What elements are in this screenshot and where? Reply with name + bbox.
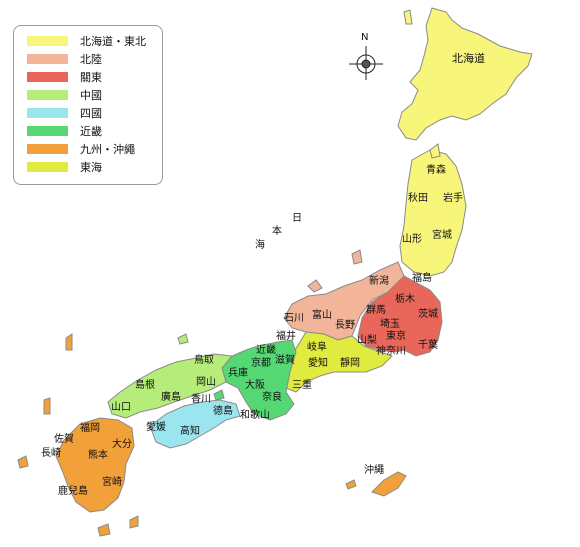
compass-north-label: N — [361, 32, 369, 43]
legend-item-chugoku: 中國 — [27, 88, 102, 102]
legend-swatch — [27, 90, 68, 100]
island-oki — [177, 333, 189, 345]
legend-item-tokai: 東海 — [27, 160, 102, 174]
legend: 北海道・東北 北陸 關東 中國 四國 近畿 九州・沖繩 東海 — [13, 25, 163, 185]
legend-label: 北陸 — [80, 53, 102, 66]
legend-item-kyushu-okinawa: 九州・沖繩 — [27, 142, 135, 156]
sea-label-char-3: 海 — [255, 240, 265, 251]
region-hokuriku[interactable] — [283, 261, 405, 341]
island-kyushu-2 — [43, 397, 51, 415]
legend-item-kanto: 關東 — [27, 70, 102, 84]
region-chugoku[interactable] — [107, 353, 233, 419]
region-kanto[interactable] — [357, 275, 443, 357]
region-tohoku[interactable] — [399, 149, 467, 277]
legend-label: 北海道・東北 — [80, 35, 146, 48]
island-tsushima — [65, 333, 73, 351]
legend-swatch — [27, 72, 68, 82]
sea-label-char-2: 本 — [272, 226, 282, 237]
legend-swatch — [27, 108, 68, 118]
legend-item-hokuriku: 北陸 — [27, 52, 102, 66]
legend-swatch — [27, 36, 68, 46]
region-kyushu[interactable] — [55, 417, 135, 513]
island-tohoku-1 — [429, 143, 441, 159]
compass-rose-icon: N — [349, 32, 383, 82]
island-okinawa-2 — [345, 479, 357, 490]
legend-label: 中國 — [80, 89, 102, 102]
legend-label: 東海 — [80, 161, 102, 174]
region-hokkaido[interactable] — [397, 7, 533, 141]
legend-label: 四國 — [80, 107, 102, 120]
island-kyushu-3 — [97, 523, 111, 537]
legend-item-kinki: 近畿 — [27, 124, 102, 138]
legend-item-shikoku: 四國 — [27, 106, 102, 120]
legend-swatch — [27, 54, 68, 64]
island-awaji — [213, 389, 225, 401]
island-izu — [307, 279, 323, 293]
sea-label-char-1: 日 — [292, 213, 302, 224]
compass-graphic — [349, 46, 383, 80]
legend-label: 關東 — [80, 71, 102, 84]
legend-label: 近畿 — [80, 125, 102, 138]
region-shikoku[interactable] — [149, 399, 241, 449]
island-kyushu-4 — [129, 515, 139, 529]
island-okinawa-1 — [371, 471, 407, 497]
island-sado — [351, 249, 363, 265]
legend-item-hokkaido-tohoku: 北海道・東北 — [27, 34, 146, 48]
island-kurile — [403, 9, 413, 25]
legend-swatch — [27, 162, 68, 172]
legend-swatch — [27, 126, 68, 136]
legend-swatch — [27, 144, 68, 154]
island-kyushu-1 — [17, 455, 29, 469]
legend-label: 九州・沖繩 — [80, 143, 135, 156]
